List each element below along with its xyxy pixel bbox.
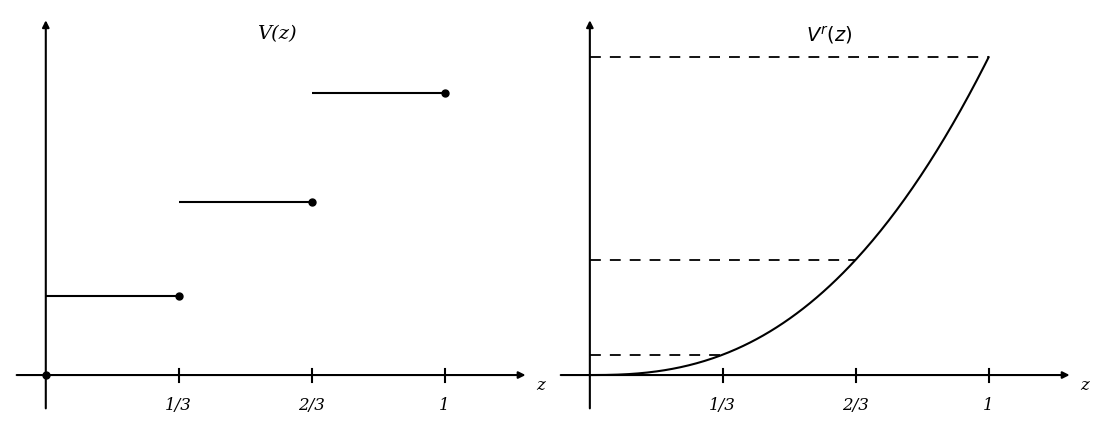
Text: z: z xyxy=(1080,378,1089,394)
Text: 2/3: 2/3 xyxy=(299,397,325,414)
Text: 2/3: 2/3 xyxy=(842,397,869,414)
Text: V(z): V(z) xyxy=(257,25,296,43)
Text: 1: 1 xyxy=(440,397,450,414)
Text: $V^r(z)$: $V^r(z)$ xyxy=(806,25,853,47)
Text: 1/3: 1/3 xyxy=(165,397,192,414)
Text: 1/3: 1/3 xyxy=(710,397,736,414)
Text: z: z xyxy=(537,378,545,394)
Text: 1: 1 xyxy=(983,397,994,414)
